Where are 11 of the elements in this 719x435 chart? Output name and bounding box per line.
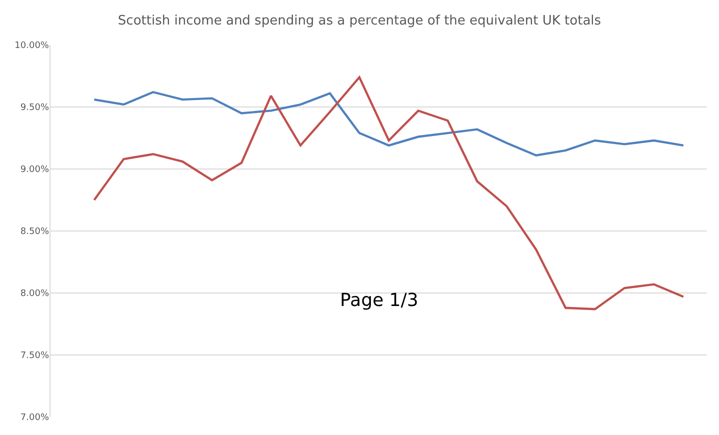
y-tick-label: 8.50% bbox=[20, 227, 50, 238]
y-tick-label: 9.00% bbox=[20, 165, 50, 176]
annotation: Page 1/3 bbox=[340, 290, 418, 311]
line-series bbox=[93, 76, 685, 310]
y-tick-label: 9.50% bbox=[20, 103, 50, 114]
y-tick-label: 7.50% bbox=[20, 351, 50, 362]
y-tick-label: 8.00% bbox=[20, 289, 50, 300]
y-tick-label: 7.00% bbox=[20, 413, 50, 424]
chart-title: Scottish income and spending as a percentage of the equivalent UK totals bbox=[118, 13, 602, 28]
line-series bbox=[93, 91, 685, 156]
y-tick-label: 10.00% bbox=[14, 41, 50, 52]
